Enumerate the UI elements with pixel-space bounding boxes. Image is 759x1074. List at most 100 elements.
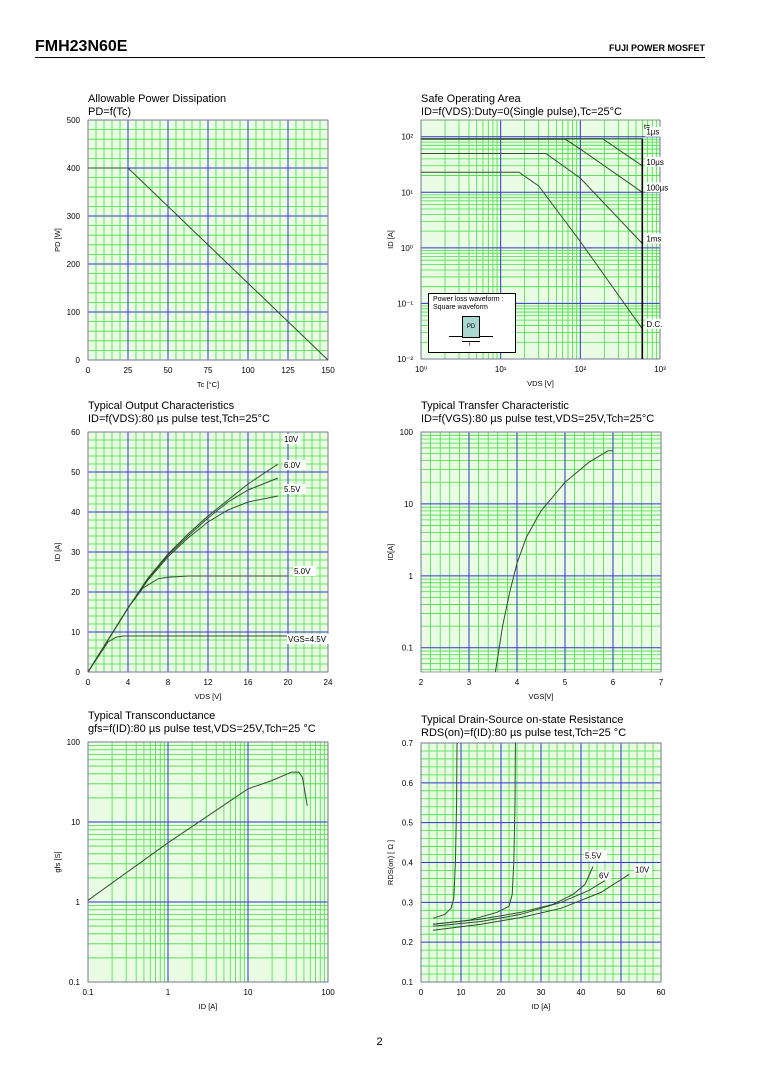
x-tick-label: 7 xyxy=(659,678,664,687)
y-tick-label: 0.6 xyxy=(402,779,414,788)
chart-title-text: Typical Output Characteristics xyxy=(88,400,235,412)
chart-1: 10⁰ 10¹ 10² 10³ 10⁻² 10⁻¹ 10⁰ 10¹ 10² VDS [V] ID [… xyxy=(386,119,674,388)
x-tick-label: 6 xyxy=(611,678,616,687)
inset-pd-label: PD xyxy=(466,324,476,330)
series-label-bg xyxy=(293,566,316,576)
y-tick-label: 1 xyxy=(409,572,414,581)
x-tick-label: 12 xyxy=(204,678,213,687)
series-label: 10V xyxy=(284,435,299,444)
series-label-bg xyxy=(584,850,607,861)
x-tick-label: 10 xyxy=(457,988,466,997)
x-tick-label: 0 xyxy=(419,988,424,997)
y-axis-label: ID [A] xyxy=(386,230,395,249)
series-line xyxy=(87,771,308,901)
series-label: 5.5V xyxy=(585,851,602,860)
plot-area xyxy=(421,432,661,672)
chart-title: Typical Output Characteristics ID=f(VDS):… xyxy=(88,400,270,426)
chart-title-text: Allowable Power Dissipation xyxy=(88,93,227,105)
x-axis-label: ID [A] xyxy=(532,1002,551,1011)
y-tick-label: 20 xyxy=(71,588,80,597)
series-label: 5.0V xyxy=(294,567,311,576)
part-number: FMH23N60E xyxy=(35,38,128,55)
series-label: 6V xyxy=(599,871,609,880)
plot-frame xyxy=(87,431,329,673)
series-label-bg xyxy=(287,634,330,644)
x-axis-label: VDS [V] xyxy=(195,692,222,701)
plot-frame xyxy=(87,119,329,361)
chart-subtitle: ID=f(VDS):Duty=0(Single pulse),Tc=25°C xyxy=(421,106,622,118)
y-tick-label: 50 xyxy=(71,468,80,477)
inset-t-label: t xyxy=(469,342,471,348)
y-tick-label: 400 xyxy=(67,164,81,173)
series-label-bg xyxy=(645,156,669,167)
y-tick-label: 100 xyxy=(400,428,414,437)
chart-subtitle: ID=f(VDS):80 µs pulse test,Tch=25°C xyxy=(88,413,270,425)
series-line xyxy=(421,171,643,330)
page-number: 2 xyxy=(376,1036,383,1048)
y-tick-label: 0.4 xyxy=(402,859,414,868)
x-tick-label: 50 xyxy=(617,988,626,997)
x-tick-label: 10² xyxy=(575,365,587,374)
y-axis-label: RDS(on) [ Ω ] xyxy=(386,840,395,885)
series-line xyxy=(421,138,643,167)
x-tick-label: 4 xyxy=(126,678,131,687)
chart-title: Allowable Power Dissipation PD=f(Tc) xyxy=(88,93,226,119)
series-label-bg xyxy=(634,864,652,875)
x-tick-label: 10¹ xyxy=(495,365,507,374)
x-tick-label: 10 xyxy=(244,988,253,997)
series-label: 5.5V xyxy=(284,485,301,494)
y-tick-label: 100 xyxy=(67,308,81,317)
y-tick-label: 200 xyxy=(67,260,81,269)
x-tick-label: 2 xyxy=(419,678,424,687)
chart-2: 0 4 8 12 16 20 24 0 10 20 30 40 50 60 VDS [V] ID [A] 10V… xyxy=(53,428,333,701)
series-line xyxy=(88,167,329,361)
x-tick-label: 5 xyxy=(563,678,568,687)
y-tick-label: 0.1 xyxy=(69,978,81,987)
y-tick-label: 10⁻¹ xyxy=(397,299,413,308)
x-tick-label: 50 xyxy=(164,366,173,375)
y-tick-label: 500 xyxy=(67,116,81,125)
x-tick-label: 10⁰ xyxy=(415,365,427,374)
y-tick-label: 10¹ xyxy=(401,188,413,197)
series-label: 6.0V xyxy=(284,461,301,470)
series-line xyxy=(87,635,288,673)
y-axis-label: ID [A] xyxy=(53,543,62,562)
y-tick-label: 10 xyxy=(404,500,413,509)
plot-frame xyxy=(87,741,329,983)
series-line xyxy=(432,873,630,931)
chart-subtitle: ID=f(VGS):80 µs pulse test,VDS=25V,Tch=2… xyxy=(421,413,655,425)
y-tick-label: 10 xyxy=(71,628,80,637)
plot-frame xyxy=(420,742,662,983)
inset-t-arrow xyxy=(462,341,480,342)
x-tick-label: 16 xyxy=(244,678,253,687)
series-label-bg xyxy=(645,318,669,329)
y-tick-label: 0.3 xyxy=(402,898,414,907)
chart-4: 0.1 1 10 100 0.1 1 10 100 ID [A] gfs [S] xyxy=(53,738,335,1011)
y-tick-label: 0.7 xyxy=(402,739,414,748)
series-label: 1ms xyxy=(646,234,661,243)
y-tick-label: 10⁻² xyxy=(397,355,413,364)
y-tick-label: 10⁰ xyxy=(401,244,413,253)
series-label: 1µs xyxy=(646,128,659,137)
inset-pulse: PD xyxy=(462,316,480,338)
x-tick-label: 1 xyxy=(166,988,171,997)
x-tick-label: 0 xyxy=(86,678,91,687)
y-tick-label: 0.1 xyxy=(402,644,414,653)
chart-title-text: Typical Drain-Source on-state Resistance xyxy=(421,714,624,726)
x-tick-label: 25 xyxy=(124,366,133,375)
chart-title: Typical Transconductance gfs=f(ID):80 µs … xyxy=(88,710,316,736)
chart-title-text: Safe Operating Area xyxy=(421,93,521,105)
y-tick-label: 0 xyxy=(76,356,81,365)
series-label: 10V xyxy=(635,865,650,874)
chart-title: Typical Drain-Source on-state Resistance… xyxy=(421,714,626,740)
x-tick-label: 8 xyxy=(166,678,171,687)
series-line xyxy=(432,879,606,927)
series-label-bg xyxy=(283,484,306,494)
header-divider xyxy=(35,57,705,58)
chart-title: Typical Transfer Characteristic ID=f(VGS)… xyxy=(421,400,654,426)
plot-area xyxy=(88,742,328,982)
x-axis-label: VDS [V] xyxy=(527,379,554,388)
x-tick-label: 0.1 xyxy=(82,988,94,997)
series-line xyxy=(494,450,613,673)
chart-3: 2 3 4 5 6 7 0.1 1 10 100 VGS[V] ID[A] xyxy=(386,428,664,701)
